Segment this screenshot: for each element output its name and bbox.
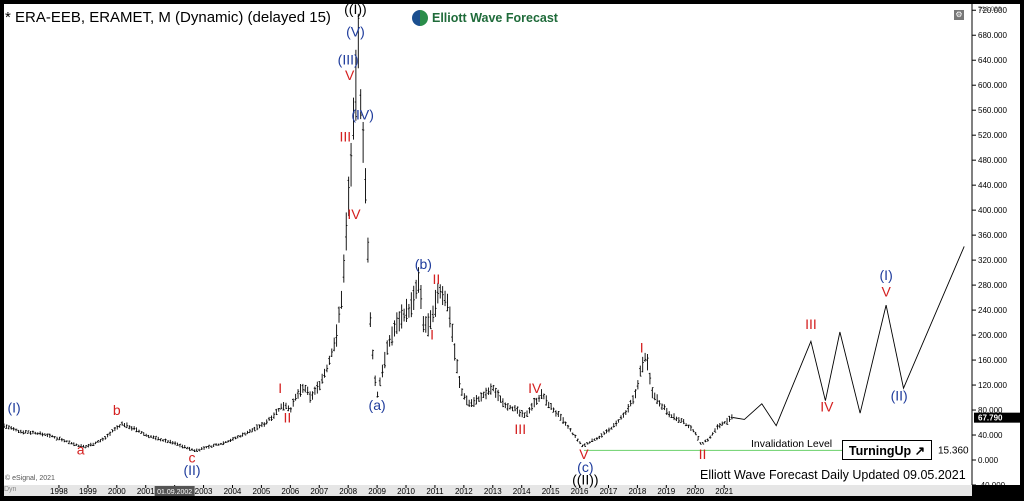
x-tick-label: 2007: [310, 487, 328, 496]
y-tick-label: 360.000: [978, 231, 1007, 240]
wave-label: IV: [528, 380, 542, 396]
copyright: © eSignal, 2021: [5, 475, 55, 482]
x-tick-label: 2019: [657, 487, 675, 496]
projection-path: [732, 246, 965, 427]
wave-label: III: [514, 421, 526, 437]
y-tick-label: 120.000: [978, 381, 1007, 390]
x-tick-label: 2008: [339, 487, 357, 496]
x-tick-label: 2004: [224, 487, 242, 496]
wave-label: I: [278, 380, 282, 396]
y-tick-label: 80.000: [978, 406, 1003, 415]
wave-label: V: [345, 67, 355, 83]
y-tick-label: 640.000: [978, 56, 1007, 65]
turning-up-logo: TurningUp ↗: [842, 440, 932, 460]
y-tick-label: -40.000: [978, 481, 1006, 490]
brand-tag: Dyn: [4, 486, 17, 493]
wave-label: (II): [183, 462, 200, 478]
wave-label: I: [430, 326, 434, 342]
wave-label: (b): [415, 256, 432, 272]
wave-label: b: [113, 402, 121, 418]
x-tick-label: 2003: [195, 487, 213, 496]
wave-label: ((I)): [344, 1, 367, 17]
wave-label: a: [77, 441, 85, 457]
wave-label: IV: [820, 398, 834, 414]
y-tick-label: 400.000: [978, 206, 1007, 215]
x-tick-label: 2005: [253, 487, 271, 496]
x-tick-label: 2011: [426, 487, 444, 496]
wave-label: ((II)): [572, 471, 598, 487]
x-tick-overlay: 01.09.2002: [157, 489, 192, 496]
x-tick-label: 2012: [455, 487, 473, 496]
wave-label: I: [640, 340, 644, 356]
wave-label: (a): [369, 397, 386, 413]
x-tick-label: 2001: [137, 487, 155, 496]
chart-title: * ERA-EEB, ERAMET, M (Dynamic) (delayed …: [5, 9, 331, 26]
y-tick-label: 600.000: [978, 81, 1007, 90]
y-tick-label: 440.000: [978, 181, 1007, 190]
x-tick-label: 2000: [108, 487, 126, 496]
x-axis-bar: [4, 485, 972, 496]
wave-label: (I): [880, 267, 893, 283]
invalidation-value: 15.360: [938, 445, 969, 456]
x-tick-label: 2010: [397, 487, 415, 496]
y-tick-label: 160.000: [978, 356, 1007, 365]
y-tick-label: 0.000: [978, 456, 999, 465]
y-tick-label: 480.000: [978, 156, 1007, 165]
x-tick-label: 2009: [368, 487, 386, 496]
updated-footer: Elliott Wave Forecast Daily Updated 09.0…: [700, 468, 966, 482]
wave-label: (c): [577, 459, 593, 475]
y-tick-label: 240.000: [978, 306, 1007, 315]
x-tick-label: 1998: [50, 487, 68, 496]
wave-label: V: [881, 283, 891, 299]
wave-label: c: [188, 450, 195, 466]
x-tick-label: 2020: [686, 487, 704, 496]
x-tick-label: 2021: [715, 487, 733, 496]
x-tick-label: 2014: [513, 487, 531, 496]
wave-label: III: [339, 128, 351, 144]
y-tick-label: 520.000: [978, 131, 1007, 140]
wave-label: (I): [8, 400, 21, 416]
x-tick-label: 2015: [542, 487, 560, 496]
logo-icon: [412, 10, 428, 26]
wave-label: III: [805, 316, 817, 332]
wave-label: IV: [347, 206, 361, 222]
wave-label: V: [579, 446, 589, 462]
y-tick-label: 560.000: [978, 106, 1007, 115]
wave-label: II: [699, 446, 707, 462]
y-tick-label: 280.000: [978, 281, 1007, 290]
last-price-box: [974, 412, 1020, 423]
gear-icon[interactable]: ⚙: [954, 10, 964, 20]
x-tick-label: 2018: [628, 487, 646, 496]
wave-label: II: [284, 410, 292, 426]
logo: Elliott Wave Forecast: [412, 10, 558, 26]
x-tick-label: 2017: [600, 487, 618, 496]
x-tick-label: 2006: [281, 487, 299, 496]
x-tick-label: 2013: [484, 487, 502, 496]
y-tick-label: 680.000: [978, 31, 1007, 40]
x-tick-label: 2016: [571, 487, 589, 496]
x-tick-label: 1999: [79, 487, 97, 496]
wave-label: II: [432, 271, 440, 287]
wave-label: (III): [338, 52, 359, 68]
logo-text: Elliott Wave Forecast: [432, 11, 558, 25]
last-price-label: 67.790: [978, 414, 1003, 423]
y-tick-label: 200.000: [978, 331, 1007, 340]
y-axis-panel: [972, 4, 1020, 485]
wave-label: (V): [346, 23, 365, 39]
wave-label: (II): [891, 388, 908, 404]
y-top-label: 738.083: [978, 6, 1002, 13]
y-tick-label: 40.000: [978, 431, 1003, 440]
plot-area: [4, 4, 1020, 485]
x-tick-overlay-box: [154, 486, 195, 496]
invalidation-label: Invalidation Level: [751, 438, 833, 450]
y-tick-label: 720.000: [978, 6, 1007, 15]
wave-label: (IV): [351, 107, 374, 123]
y-tick-label: 320.000: [978, 256, 1007, 265]
